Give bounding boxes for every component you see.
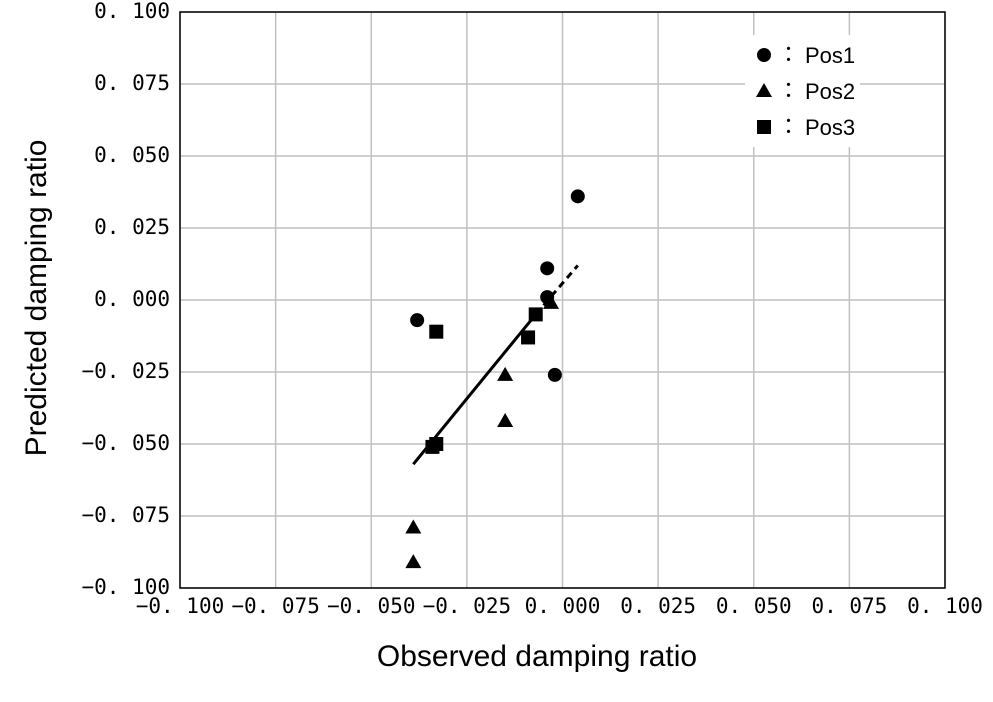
y-tick-label: −0. 100 [81,575,170,599]
data-point [543,294,560,309]
data-point [521,330,536,345]
fit-line [534,264,579,316]
legend-marker [757,120,771,134]
plot-frame [179,11,946,589]
data-point [497,366,514,381]
x-tick-label: −0. 100 [136,594,225,618]
data-point [547,367,562,382]
data-point [429,437,444,451]
x-tick-label: 0. 000 [525,594,601,618]
x-tick-label: 0. 075 [811,594,887,618]
y-tick-label: −0. 025 [81,359,170,383]
x-tick-label: 0. 100 [907,594,983,618]
data-point [570,189,585,204]
y-tick-label: −0. 075 [81,503,170,527]
y-tick-label: 0. 025 [94,215,170,239]
legend-separator: ： [783,41,805,66]
legend-marker [757,48,771,62]
y-axis-title: Predicted damping ratio [20,140,53,457]
legend-label: Pos2 [805,79,855,104]
legend-marker [756,83,772,97]
x-tick-label: 0. 050 [716,594,792,618]
y-tick-label: 0. 050 [94,143,170,167]
y-tick-label: −0. 050 [81,431,170,455]
legend-label: Pos1 [805,43,855,68]
y-tick-label: 0. 000 [94,287,170,311]
x-tick-label: −0. 025 [423,594,512,618]
data-point [528,307,543,322]
x-tick-label: 0. 025 [620,594,696,618]
data-point [429,324,444,339]
data-point [540,261,555,276]
data-point [497,412,514,427]
x-tick-label: −0. 075 [231,594,320,618]
legend-separator: ： [783,77,805,102]
y-tick-label: 0. 075 [94,71,170,95]
data-point [405,519,422,534]
legend-label: Pos3 [805,115,855,140]
data-point [410,313,425,328]
data-point [405,554,422,569]
legend-separator: ： [783,113,805,138]
x-axis-title: Observed damping ratio [377,640,697,673]
x-tick-label: −0. 050 [327,594,416,618]
y-tick-label: 0. 100 [94,0,170,23]
